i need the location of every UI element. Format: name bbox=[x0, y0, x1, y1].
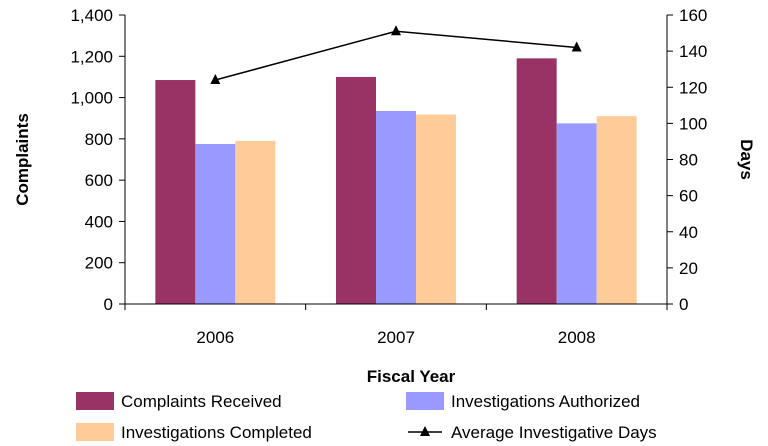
y-tick-label: 1,000 bbox=[70, 89, 113, 108]
y2-axis-title: Days bbox=[737, 139, 756, 180]
legend-label-average-investigative-days: Average Investigative Days bbox=[451, 423, 657, 442]
y-tick-label: 1,400 bbox=[70, 6, 113, 25]
y2-tick-label: 160 bbox=[679, 6, 707, 25]
y2-tick-label: 60 bbox=[679, 187, 698, 206]
bar-complaints-received-2007 bbox=[336, 76, 376, 304]
y-tick-label: 800 bbox=[85, 130, 113, 149]
bar-investigations-completed-2006 bbox=[235, 140, 276, 304]
bar-investigations-completed-2007 bbox=[416, 114, 456, 305]
y-tick-label: 0 bbox=[104, 295, 113, 314]
x-tick-label: 2008 bbox=[558, 328, 596, 347]
point-average-investigative-days-2006 bbox=[210, 74, 221, 85]
y2-tick-label: 20 bbox=[679, 259, 698, 278]
y2-tick-label: 140 bbox=[679, 42, 707, 61]
y-axis-title: Complaints bbox=[13, 113, 32, 206]
legend-swatch-investigations-authorized bbox=[406, 392, 444, 410]
x-axis-title: Fiscal Year bbox=[367, 367, 456, 386]
legend-label-complaints-received: Complaints Received bbox=[121, 392, 282, 411]
y-tick-label: 1,200 bbox=[70, 47, 113, 66]
bar-investigations-completed-2008 bbox=[596, 116, 637, 305]
bar-investigations-authorized-2007 bbox=[376, 110, 416, 304]
point-average-investigative-days-2008 bbox=[571, 41, 582, 52]
point-average-investigative-days-2007 bbox=[391, 25, 401, 36]
bar-investigations-authorized-2008 bbox=[556, 123, 597, 304]
y-tick-label: 200 bbox=[85, 254, 113, 273]
legend-swatch-complaints-received bbox=[76, 392, 114, 410]
y2-tick-label: 40 bbox=[679, 223, 698, 242]
legend-label-investigations-authorized: Investigations Authorized bbox=[451, 392, 640, 411]
legend: Complaints Received Investigations Author… bbox=[76, 392, 657, 442]
bar-investigations-authorized-2006 bbox=[195, 144, 236, 304]
x-tick-label: 2006 bbox=[196, 328, 234, 347]
bar-complaints-received-2008 bbox=[516, 58, 557, 304]
y2-tick-label: 100 bbox=[679, 114, 707, 133]
chart-marks: 0 200 400 600 800 1,000 1,200 1,400 0 20 40 60 80 100… bbox=[70, 6, 707, 347]
bar-complaints-received-2006 bbox=[155, 80, 196, 305]
y2-tick-label: 80 bbox=[679, 151, 698, 170]
y-tick-label: 400 bbox=[85, 212, 113, 231]
y2-tick-label: 120 bbox=[679, 78, 707, 97]
legend-swatch-investigations-completed bbox=[76, 423, 114, 441]
y-tick-label: 600 bbox=[85, 171, 113, 190]
y2-tick-label: 0 bbox=[679, 295, 688, 314]
legend-label-investigations-completed: Investigations Completed bbox=[121, 423, 312, 442]
legend-marker-average-investigative-days bbox=[420, 426, 430, 436]
x-tick-label: 2007 bbox=[377, 328, 415, 347]
